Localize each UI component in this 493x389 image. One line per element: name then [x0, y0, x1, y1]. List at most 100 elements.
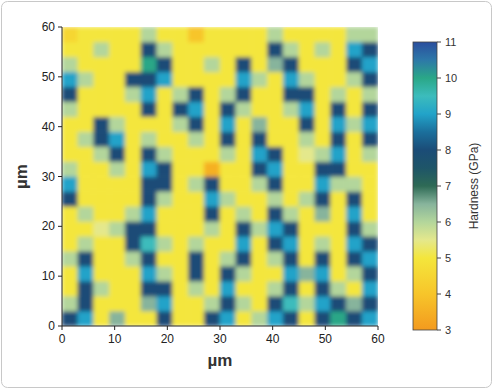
cell [172, 296, 188, 312]
cell [78, 251, 94, 267]
cell [78, 176, 94, 192]
cell [188, 42, 204, 58]
cell [78, 296, 94, 312]
cell [157, 266, 173, 282]
cell [157, 27, 173, 42]
cell [157, 131, 173, 147]
cell [267, 296, 283, 312]
colorbar [413, 42, 437, 330]
cell [204, 161, 220, 177]
cell [267, 236, 283, 252]
cell [204, 72, 220, 88]
cell [362, 146, 378, 162]
cell [204, 87, 220, 103]
x-tick-label: 20 [161, 332, 175, 346]
cell [62, 191, 78, 207]
cell [220, 296, 236, 312]
cell [283, 116, 299, 132]
cell [141, 296, 157, 312]
cell [62, 57, 78, 73]
cell [330, 296, 346, 312]
cell [157, 116, 173, 132]
y-tick [58, 326, 62, 327]
cell [236, 206, 252, 222]
cell [141, 161, 157, 177]
cell [157, 42, 173, 58]
cell [125, 57, 141, 73]
cell [220, 236, 236, 252]
cell [62, 131, 78, 147]
cell [346, 42, 362, 58]
cell [204, 131, 220, 147]
cell [236, 146, 252, 162]
cell [330, 311, 346, 326]
cell [78, 206, 94, 222]
cell [315, 281, 331, 297]
cell [62, 296, 78, 312]
cell [267, 311, 283, 326]
cell [204, 296, 220, 312]
cell [315, 116, 331, 132]
cell [362, 251, 378, 267]
cell [109, 176, 125, 192]
cell [172, 251, 188, 267]
cell [141, 116, 157, 132]
colorbar-tick [437, 150, 441, 151]
cell [362, 57, 378, 73]
colorbar-tick [437, 114, 441, 115]
cell [330, 72, 346, 88]
cell [251, 27, 267, 42]
y-tick [58, 226, 62, 227]
cell [172, 27, 188, 42]
cell [93, 72, 109, 88]
cell [346, 191, 362, 207]
cell [299, 42, 315, 58]
cell [204, 191, 220, 207]
cell [109, 251, 125, 267]
cell [141, 281, 157, 297]
cell [125, 116, 141, 132]
cell [299, 191, 315, 207]
cell [236, 161, 252, 177]
x-tick [220, 326, 221, 330]
y-tick-label: 10 [42, 269, 56, 283]
cell [362, 176, 378, 192]
cell [93, 101, 109, 117]
cell [125, 311, 141, 326]
cell [62, 101, 78, 117]
cell [78, 311, 94, 326]
cell [109, 57, 125, 73]
cell [315, 191, 331, 207]
cell [125, 27, 141, 42]
cell [346, 131, 362, 147]
cell [141, 206, 157, 222]
cell [267, 266, 283, 282]
cell [204, 311, 220, 326]
cell [188, 101, 204, 117]
cell [267, 206, 283, 222]
cell [172, 72, 188, 88]
cell [220, 116, 236, 132]
cell [236, 221, 252, 237]
cell [330, 57, 346, 73]
cell [236, 87, 252, 103]
cell [157, 87, 173, 103]
cell [236, 266, 252, 282]
cell [172, 131, 188, 147]
cell [236, 116, 252, 132]
cell [220, 146, 236, 162]
cells [62, 27, 378, 326]
cell [362, 116, 378, 132]
cell [346, 116, 362, 132]
cell [299, 266, 315, 282]
cell [251, 87, 267, 103]
cell [315, 206, 331, 222]
x-tick-label: 40 [266, 332, 280, 346]
cell [141, 87, 157, 103]
cell [78, 72, 94, 88]
cell [283, 251, 299, 267]
cell [204, 221, 220, 237]
cell [172, 57, 188, 73]
cell [267, 72, 283, 88]
cell [93, 146, 109, 162]
